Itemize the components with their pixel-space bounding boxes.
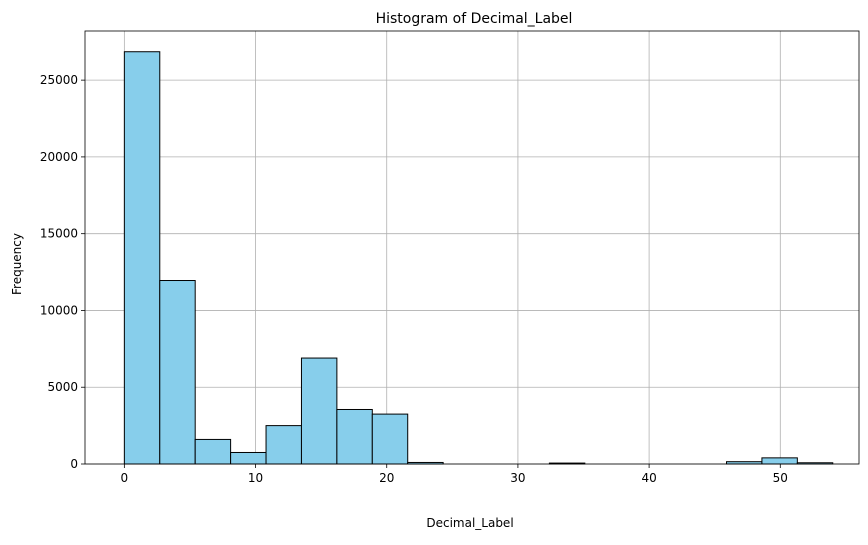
y-tick-label: 5000 xyxy=(47,380,78,394)
x-tick-label: 0 xyxy=(121,471,129,485)
y-tick-label: 20000 xyxy=(40,150,78,164)
histogram-bar xyxy=(159,280,196,465)
histogram-bar xyxy=(265,425,302,465)
y-tick-label: 25000 xyxy=(40,73,78,87)
x-tick-label: 30 xyxy=(510,471,525,485)
chart-title: Histogram of Decimal_Label xyxy=(376,11,573,27)
x-tick-label: 20 xyxy=(379,471,394,485)
x-tick-label: 40 xyxy=(641,471,656,485)
axes xyxy=(81,30,860,468)
grid-lines xyxy=(85,31,859,465)
y-tick-label: 10000 xyxy=(40,303,78,317)
histogram-bars xyxy=(123,51,834,465)
histogram-bar xyxy=(336,408,373,465)
x-tick-label: 10 xyxy=(248,471,263,485)
histogram-bar xyxy=(194,438,232,465)
y-tick-label: 15000 xyxy=(40,227,78,241)
histogram-bar xyxy=(371,413,409,465)
y-axis-label: Frequency xyxy=(10,233,24,295)
histogram-bar xyxy=(300,357,338,465)
histogram-bar xyxy=(123,51,161,465)
plot-frame xyxy=(84,30,860,465)
x-axis-label: Decimal_Label xyxy=(426,516,513,530)
histogram-bar xyxy=(761,457,798,465)
x-tick-labels: 0 10 20 30 40 50 xyxy=(121,471,788,485)
histogram-bar xyxy=(230,451,267,465)
x-tick-label: 50 xyxy=(773,471,788,485)
y-tick-label: 0 xyxy=(70,457,78,471)
y-tick-labels: 0 5000 10000 15000 20000 25000 xyxy=(40,73,78,471)
